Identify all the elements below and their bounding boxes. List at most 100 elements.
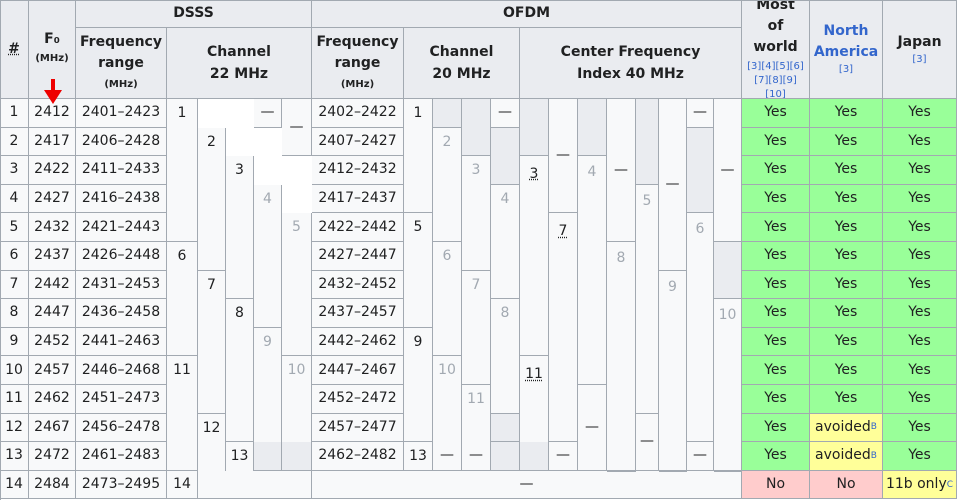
row-dsss-range: 2456–2478 <box>76 413 167 443</box>
dsss-channel: 8 <box>226 299 254 443</box>
row-ofdm-range: 2432–2452 <box>312 270 404 300</box>
cfi40-empty <box>687 127 714 214</box>
row-dsss-range: 2411–2433 <box>76 156 167 185</box>
row-ofdm-range: 2452–2472 <box>312 385 404 414</box>
row-most-world: Yes <box>742 213 810 242</box>
cfi40-dash: — <box>687 442 714 471</box>
ofdm20-channel: 7 <box>462 270 491 385</box>
row-ofdm-range: 2437–2457 <box>312 299 404 328</box>
cfi40-dash: — <box>607 99 636 242</box>
header-dsss-channel: Channel 22 MHz <box>167 28 312 99</box>
row-japan: Yes <box>883 442 957 471</box>
row-most-world: Yes <box>742 385 810 414</box>
japan-ref[interactable]: [3] <box>912 53 927 65</box>
row-ofdm-range: 2422–2442 <box>312 213 404 242</box>
row-north-america: Yes <box>810 184 883 214</box>
cfi40-dash: — <box>578 385 607 471</box>
row-num: 8 <box>0 299 29 328</box>
row-most-world: Yes <box>742 184 810 214</box>
row-japan: Yes <box>883 270 957 300</box>
row-north-america: Yes <box>810 99 883 128</box>
cfi40-channel: 10 <box>714 299 742 471</box>
header-num[interactable]: # <box>0 0 29 99</box>
dsss-channel: 3 <box>226 156 254 300</box>
dsss-channel: 1 <box>167 99 198 242</box>
row-most-world: Yes <box>742 156 810 185</box>
cfi40-empty <box>636 99 659 185</box>
row-most-world: Yes <box>742 242 810 271</box>
row-f0: 2427 <box>29 184 76 214</box>
row-num: 10 <box>0 356 29 385</box>
cfi40-channel: 9 <box>659 270 687 471</box>
header-japan: Japan [3] <box>883 0 957 99</box>
ofdm20-empty <box>462 99 491 157</box>
row-japan: Yes <box>883 156 957 185</box>
header-most-world: Most of world [3][4][5][6] [7][8][9][10] <box>742 0 810 99</box>
header-ofdm-freq-range: Frequency range (MHz) <box>312 28 404 99</box>
cfi40-dash: — <box>687 99 714 128</box>
row-num: 9 <box>0 327 29 357</box>
row-ofdm-range: 2462–2482 <box>312 442 404 471</box>
row-num: 3 <box>0 156 29 185</box>
row-ofdm-range: 2407–2427 <box>312 127 404 157</box>
row-north-america: Yes <box>810 385 883 414</box>
row-f0: 2417 <box>29 127 76 157</box>
row-japan: Yes <box>883 213 957 242</box>
header-dsss-freq-range: Frequency range (MHz) <box>76 28 167 99</box>
row-dsss-range: 2406–2428 <box>76 127 167 157</box>
row-north-america: Yes <box>810 299 883 328</box>
row-f0: 2452 <box>29 327 76 357</box>
row-ofdm-range: 2402–2422 <box>312 99 404 128</box>
row-ofdm-range: 2442–2462 <box>312 327 404 357</box>
row-most-world: Yes <box>742 356 810 385</box>
row-north-america: avoided B <box>810 413 883 443</box>
cfi40-empty <box>520 442 549 471</box>
row-dsss-range: 2421–2443 <box>76 213 167 242</box>
ofdm20-empty <box>491 413 520 443</box>
row-most-world: Yes <box>742 442 810 471</box>
row-japan: Yes <box>883 299 957 328</box>
row-japan: Yes <box>883 356 957 385</box>
row-dsss-range: 2431–2453 <box>76 270 167 300</box>
row-dsss-range: 2426–2448 <box>76 242 167 271</box>
row-f0: 2432 <box>29 213 76 242</box>
dsss-dash: — <box>282 99 312 157</box>
row-dsss-range: 2473–2495 <box>76 470 167 500</box>
row-japan: 11b only C <box>883 470 957 500</box>
row-japan: Yes <box>883 184 957 214</box>
cfi40-empty <box>607 470 636 472</box>
row-f0: 2462 <box>29 385 76 414</box>
ofdm20-dash: — <box>462 442 491 471</box>
row-north-america: avoided B <box>810 442 883 471</box>
row-num: 13 <box>0 442 29 471</box>
row-north-america: Yes <box>810 242 883 271</box>
row-japan: Yes <box>883 327 957 357</box>
row-most-world: Yes <box>742 127 810 157</box>
header-north-america: North America [3] <box>810 0 883 99</box>
header-chan20-label: Channel 20 MHz <box>429 44 494 82</box>
row-most-world: Yes <box>742 327 810 357</box>
row-japan: Yes <box>883 99 957 128</box>
row-most-world: Yes <box>742 99 810 128</box>
row-north-america: Yes <box>810 327 883 357</box>
header-freq-range-label: Frequency range <box>80 33 162 71</box>
cfi40-empty <box>714 470 742 472</box>
na-ref[interactable]: [3] <box>838 64 854 75</box>
row-north-america: No <box>810 470 883 500</box>
most-world-refs[interactable]: [3][4][5][6] [7][8][9][10] <box>747 60 804 99</box>
row-f0: 2484 <box>29 470 76 500</box>
north-america-link[interactable]: North America <box>813 23 879 60</box>
row-f0: 2437 <box>29 242 76 271</box>
header-num-label[interactable]: # <box>8 40 20 57</box>
cfi40-dash: — <box>636 413 659 471</box>
row-north-america: Yes <box>810 156 883 185</box>
row-num: 7 <box>0 270 29 300</box>
row-f0: 2457 <box>29 356 76 385</box>
ofdm20-empty <box>491 127 520 185</box>
row-num: 14 <box>0 470 29 500</box>
row-dsss-range: 2436–2458 <box>76 299 167 328</box>
row-ofdm-range: 2417–2437 <box>312 184 404 214</box>
row-north-america: Yes <box>810 270 883 300</box>
dsss-channel: 2 <box>198 127 226 271</box>
row-f0: 2422 <box>29 156 76 185</box>
